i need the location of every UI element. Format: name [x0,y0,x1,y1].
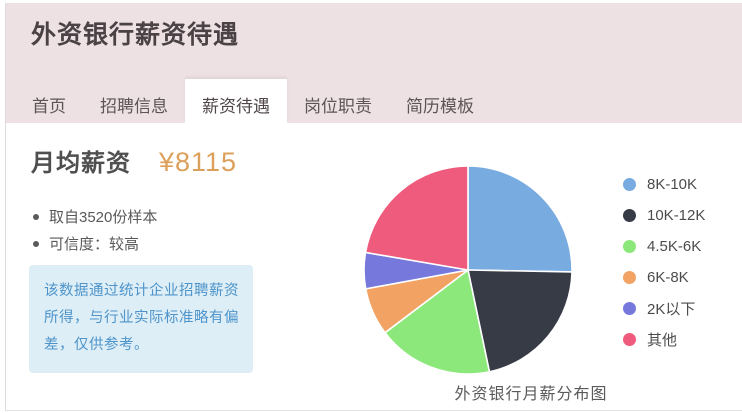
sample-size-text: 取自3520份样本 [49,209,158,226]
legend-dot-icon [623,209,636,222]
legend-label: 2K以下 [647,301,696,318]
pie-slice-10K-12K [467,269,573,373]
tab-recruit-info[interactable]: 招聘信息 [100,96,168,116]
tab-home[interactable]: 首页 [32,96,66,116]
confidence-item: 可信度：较高 [33,230,157,257]
legend-item: 4.5K-6K [623,231,705,262]
legend-item: 8K-10K [623,169,705,200]
chart-caption: 外资银行月薪分布图 [454,386,608,403]
legend-label: 10K-12K [647,207,706,224]
pie-slice-8K-10K [467,165,573,273]
average-salary-amount: ¥8115 [159,147,238,177]
tab-resume-template[interactable]: 简历模板 [406,96,474,116]
salary-facts-list: 取自3520份样本 可信度：较高 [33,203,157,257]
average-salary-row: 月均薪资 ¥8115 [31,143,237,178]
legend-label: 其他 [647,332,678,349]
confidence-text: 可信度：较高 [49,236,140,253]
tab-salary[interactable]: 薪资待遇 [185,79,287,123]
bullet-icon [33,213,39,220]
pie-slice-4.5K-6K [384,269,491,375]
legend-item: 其他 [623,324,705,355]
legend-dot-icon [623,302,636,315]
legend-label: 8K-10K [647,176,698,193]
pie-slice-其他 [364,165,469,271]
average-salary-label: 月均薪资 [31,150,131,177]
legend-dot-icon [623,178,636,191]
legend-dot-icon [623,271,636,284]
legend-label: 6K-8K [647,269,689,286]
sample-size-item: 取自3520份样本 [33,203,157,230]
legend-item: 10K-12K [623,200,705,231]
legend-item: 2K以下 [623,293,705,324]
legend-dot-icon [623,333,636,346]
legend-item: 6K-8K [623,262,705,293]
salary-distribution-pie-chart [363,165,573,375]
legend-label: 4.5K-6K [647,238,702,255]
page-header: 外资银行薪资待遇 首页 招聘信息 薪资待遇 岗位职责 简历模板 [6,3,742,123]
legend-dot-icon [623,240,636,253]
page-title: 外资银行薪资待遇 [31,21,240,49]
bullet-icon [33,240,39,247]
tab-job-duties[interactable]: 岗位职责 [304,96,372,116]
tab-bar: 首页 招聘信息 薪资待遇 岗位职责 简历模板 [6,79,742,123]
page-frame: 外资银行薪资待遇 首页 招聘信息 薪资待遇 岗位职责 简历模板 月均薪资 ¥81… [5,3,742,411]
disclaimer-note: 该数据通过统计企业招聘薪资所得，与行业实际标准略有偏差，仅供参考。 [29,265,253,373]
chart-legend: 8K-10K 10K-12K 4.5K-6K 6K-8K 2K以下 其他 [623,169,705,355]
